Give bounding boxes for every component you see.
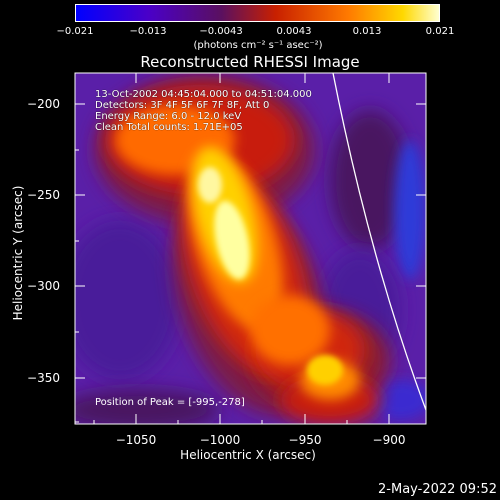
energy-range-text: Energy Range: 6.0 - 12.0 keV [95, 111, 242, 122]
x-tick-label: −900 [372, 433, 406, 447]
solar-limb [332, 73, 426, 411]
x-tick-label: −950 [288, 433, 322, 447]
colorbar [75, 4, 440, 22]
x-axis-label: Heliocentric X (arcsec) [180, 448, 316, 462]
colorbar-tick: 0.0043 [276, 26, 312, 37]
footer-date: 2-May-2022 09:52 [378, 482, 497, 497]
x-tick-label: −1000 [199, 433, 241, 447]
y-tick-label: −300 [27, 279, 60, 293]
plot-frame [74, 72, 427, 425]
method-text: Clean Total counts: 1.71E+05 [95, 122, 243, 133]
peak-position-text: Position of Peak = [-995,-278] [95, 397, 245, 408]
y-tick-label: −250 [27, 188, 60, 202]
time-range-text: 13-Oct-2002 04:45:04.000 to 04:51:04.000 [95, 89, 312, 100]
colorbar-tick: −0.021 [56, 26, 94, 37]
y-tick-label: −350 [27, 371, 60, 385]
y-tick-label: −200 [27, 97, 60, 111]
colorbar-tick: −0.013 [129, 26, 167, 37]
colorbar-tick: −0.0043 [199, 26, 243, 37]
colorbar-tick: 0.013 [352, 26, 382, 37]
colorbar-gradient [76, 5, 439, 21]
y-axis-label: Heliocentric Y (arcsec) [11, 185, 25, 321]
x-tick-label: −1050 [115, 433, 157, 447]
colorbar-units: (photons cm⁻² s⁻¹ asec⁻²) [193, 40, 323, 51]
x-axis-ticks [93, 73, 390, 424]
rhessi-image [75, 73, 426, 424]
y-axis-ticks [75, 103, 426, 423]
detectors-text: Detectors: 3F 4F 5F 6F 7F 8F, Att 0 [95, 100, 270, 111]
plot-title: Reconstructed RHESSI Image [140, 53, 360, 71]
colorbar-tick: 0.021 [425, 26, 455, 37]
